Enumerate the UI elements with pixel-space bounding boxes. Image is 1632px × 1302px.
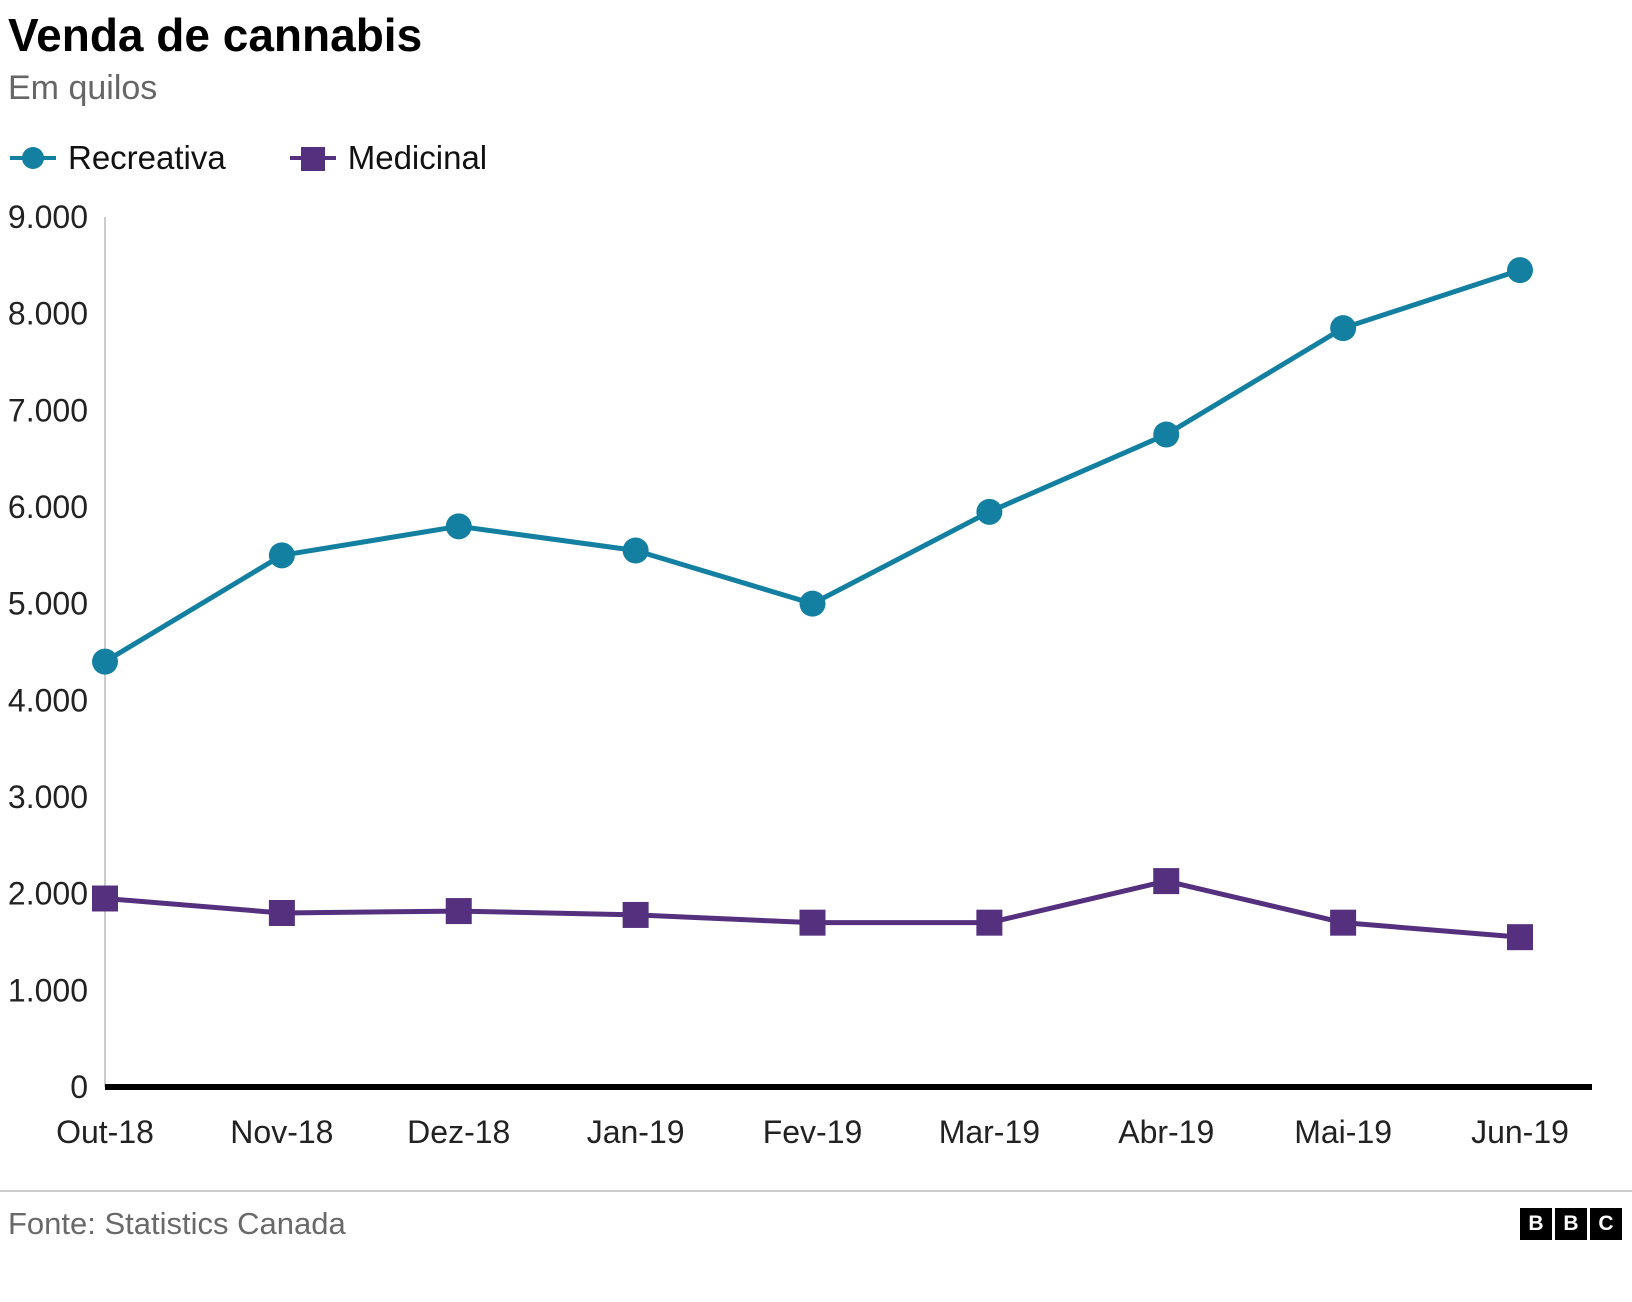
recreativa-point [1507,256,1533,283]
legend: Recreativa Medicinal [10,138,1632,178]
y-tick-label: 3.000 [8,779,88,815]
medicinal-point [92,885,118,912]
x-tick-label: Jan-19 [587,1114,685,1150]
medicinal-point [799,909,826,936]
y-tick-label: 1.000 [8,972,88,1008]
legend-label-recreativa: Recreativa [68,138,226,176]
recreativa-point [1330,314,1357,341]
medicinal-point [1507,923,1533,950]
y-tick-label: 5.000 [8,585,88,621]
bbc-logo-letter: B [1555,1207,1587,1240]
y-tick-label: 0 [70,1069,88,1105]
medicinal-point [1330,909,1357,936]
source-text: Fonte: Statistics Canada [8,1205,346,1241]
recreativa-point [92,648,118,675]
recreativa-point [976,498,1003,525]
recreativa-point [622,537,649,564]
x-tick-label: Dez-18 [407,1114,510,1150]
medicinal-point [268,899,295,926]
bbc-logo-letter: C [1590,1207,1622,1240]
chart-subtitle: Em quilos [8,68,158,107]
chart-header: Venda de cannabis Em quilos [0,0,1632,108]
y-tick-label: 8.000 [8,295,88,331]
legend-item-medicinal: Medicinal [289,138,488,177]
recreativa-point [799,590,826,617]
x-tick-label: Jun-19 [1471,1114,1569,1150]
circle-marker-icon [10,143,56,173]
x-tick-label: Mar-19 [939,1114,1040,1150]
medicinal-point [976,909,1003,936]
x-tick-label: Abr-19 [1118,1114,1214,1150]
medicinal-point [622,901,649,928]
bbc-logo: B B C [1520,1207,1622,1240]
chart-title: Venda de cannabis [8,9,423,61]
recreativa-point [445,512,472,539]
recreativa-point [1153,421,1180,448]
x-tick-label: Out-18 [56,1114,154,1150]
square-marker-icon [289,143,336,173]
medicinal-point [1153,867,1180,894]
y-tick-label: 9.000 [8,199,88,235]
medicinal-point [445,897,472,924]
y-tick-label: 7.000 [8,392,88,428]
legend-label-medicinal: Medicinal [347,138,488,176]
y-tick-label: 6.000 [8,489,88,525]
line-chart: 0 1.000 2.000 3.000 4.000 5.000 6.000 7.000 8.00… [8,199,1592,1150]
y-tick-label: 4.000 [8,682,88,718]
recreativa-point [268,541,295,568]
chart-footer: Fonte: Statistics Canada B B C [0,1189,1632,1242]
x-tick-label: Fev-19 [763,1114,863,1150]
x-tick-label: Mai-19 [1294,1114,1392,1150]
y-tick-label: 2.000 [8,875,88,911]
legend-item-recreativa: Recreativa [10,139,226,177]
x-tick-label: Nov-18 [230,1114,333,1150]
bbc-logo-letter: B [1520,1207,1552,1240]
